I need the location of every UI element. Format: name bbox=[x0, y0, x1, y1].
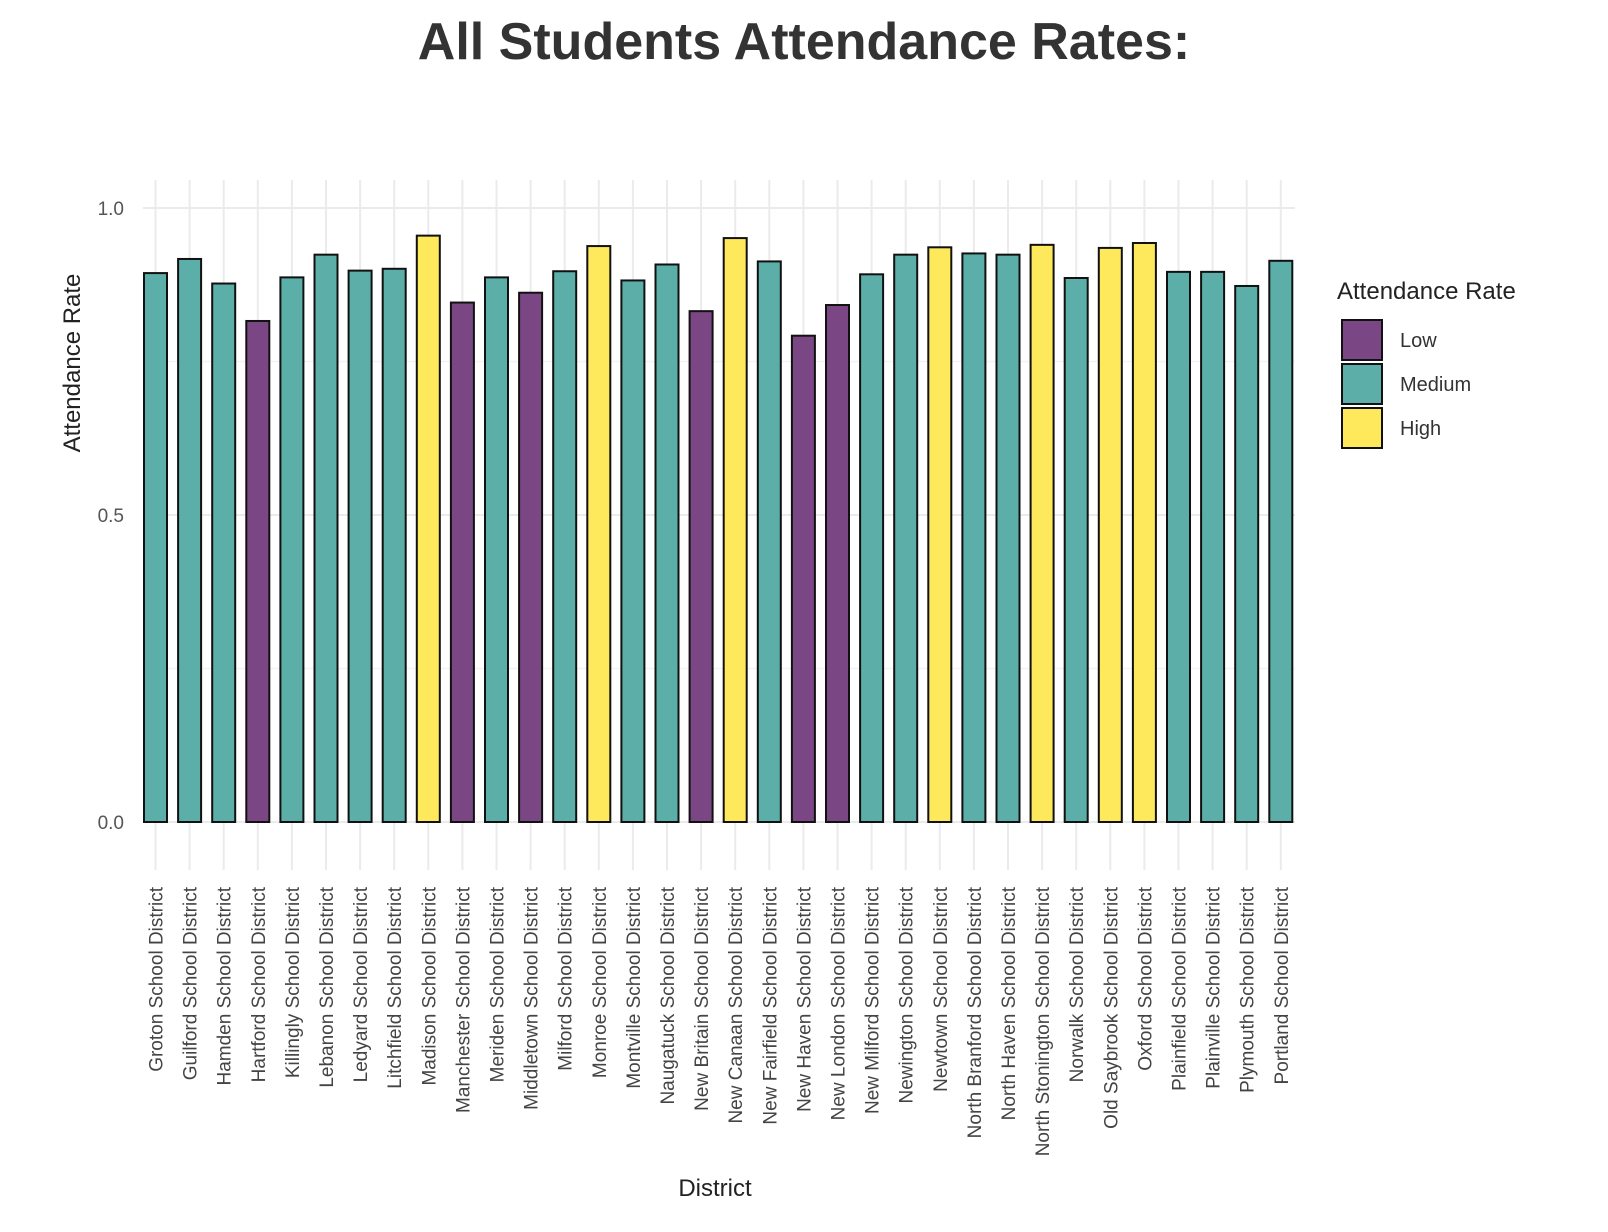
bar bbox=[995, 253, 1021, 823]
x-tick-label: Portland School District bbox=[1272, 886, 1293, 1084]
x-tick-label: New Britain School District bbox=[692, 886, 713, 1111]
legend-swatch bbox=[1341, 319, 1383, 361]
x-tick-label: New Canaan School District bbox=[726, 886, 747, 1123]
bar bbox=[449, 301, 475, 823]
y-axis-ticks: 0.0 0.5 1.0 bbox=[98, 199, 124, 834]
x-tick-label: Plainville School District bbox=[1204, 886, 1225, 1088]
x-axis-title: District bbox=[678, 1175, 752, 1202]
x-tick-label: Monroe School District bbox=[590, 886, 611, 1078]
bar bbox=[586, 245, 612, 823]
x-tick-label: New Fairfield School District bbox=[760, 886, 781, 1124]
x-tick-label: Lebanon School District bbox=[317, 886, 338, 1087]
legend-swatch bbox=[1341, 407, 1383, 449]
x-tick-label: Norwalk School District bbox=[1067, 886, 1088, 1082]
x-tick-label: Madison School District bbox=[419, 886, 440, 1085]
x-tick-label: North Branford School District bbox=[965, 886, 986, 1138]
x-tick-label: New London School District bbox=[829, 886, 850, 1120]
bar bbox=[415, 234, 441, 823]
x-tick-label: North Stonington School District bbox=[1033, 886, 1054, 1156]
bar bbox=[825, 304, 850, 823]
bar bbox=[688, 310, 714, 823]
x-tick-label: Old Saybrook School District bbox=[1101, 886, 1122, 1129]
x-tick-label: Plymouth School District bbox=[1238, 886, 1259, 1093]
x-tick-label: North Haven School District bbox=[999, 886, 1020, 1120]
x-tick-label: Manchester School District bbox=[453, 886, 474, 1113]
x-tick-label: Plainfield School District bbox=[1170, 886, 1191, 1091]
x-tick-label: Montville School District bbox=[624, 886, 645, 1088]
x-tick-label: Litchfield School District bbox=[385, 886, 406, 1088]
chart-title: All Students Attendance Rates: bbox=[417, 13, 1191, 71]
bar bbox=[177, 257, 203, 824]
x-tick-label: Middletown School District bbox=[522, 886, 543, 1110]
x-tick-label: Naugatuck School District bbox=[658, 886, 679, 1104]
legend: Attendance Rate Low Medium High bbox=[1337, 278, 1516, 449]
legend-title: Attendance Rate bbox=[1337, 278, 1516, 305]
bar bbox=[552, 270, 578, 823]
bar bbox=[1200, 270, 1226, 823]
x-tick-label: Meriden School District bbox=[488, 886, 509, 1082]
x-axis-category-labels: Groton School District Guilford School Di… bbox=[147, 886, 1293, 1156]
bar bbox=[245, 319, 271, 823]
x-tick-label: New Haven School District bbox=[794, 886, 815, 1112]
bar bbox=[143, 272, 168, 824]
legend-swatch bbox=[1341, 363, 1383, 405]
bar bbox=[1029, 243, 1055, 823]
bar bbox=[756, 260, 782, 823]
legend-label: Medium bbox=[1400, 374, 1471, 396]
x-tick-label: Hamden School District bbox=[215, 886, 236, 1085]
bar bbox=[518, 291, 544, 823]
x-tick-label: Ledyard School District bbox=[351, 886, 372, 1082]
bar bbox=[1268, 259, 1294, 823]
bar bbox=[859, 273, 885, 823]
bar bbox=[313, 253, 339, 823]
y-axis-title: Attendance Rate bbox=[59, 274, 86, 453]
x-tick-label: Killingly School District bbox=[283, 886, 304, 1078]
x-tick-label: Guilford School District bbox=[181, 886, 202, 1080]
bar bbox=[790, 334, 816, 823]
bar bbox=[620, 279, 646, 823]
bar bbox=[893, 253, 919, 823]
bar bbox=[381, 267, 407, 823]
bar bbox=[1131, 241, 1157, 824]
x-tick-label: Oxford School District bbox=[1135, 886, 1156, 1070]
x-tick-label: Newington School District bbox=[897, 886, 918, 1103]
bar bbox=[927, 246, 953, 823]
bar bbox=[1097, 246, 1123, 824]
bar bbox=[961, 252, 987, 824]
bar bbox=[654, 263, 680, 824]
bar bbox=[1063, 276, 1089, 824]
y-tick-label: 0.5 bbox=[98, 506, 124, 527]
bar bbox=[484, 276, 509, 823]
x-tick-label: New Milford School District bbox=[863, 886, 884, 1114]
bar bbox=[347, 269, 373, 823]
x-tick-label: Hartford School District bbox=[249, 886, 270, 1082]
x-tick-label: Milford School District bbox=[556, 886, 577, 1070]
y-tick-label: 1.0 bbox=[98, 199, 124, 220]
y-tick-label: 0.0 bbox=[98, 813, 124, 834]
bar bbox=[279, 276, 305, 823]
bar bbox=[211, 282, 237, 824]
legend-label: Low bbox=[1400, 330, 1437, 352]
x-tick-label: Newtown School District bbox=[931, 886, 952, 1092]
legend-label: High bbox=[1400, 418, 1441, 440]
bar bbox=[1166, 270, 1191, 823]
x-tick-label: Groton School District bbox=[147, 886, 168, 1072]
bar bbox=[722, 237, 748, 823]
bar bbox=[1234, 284, 1260, 823]
bars bbox=[143, 234, 1294, 824]
